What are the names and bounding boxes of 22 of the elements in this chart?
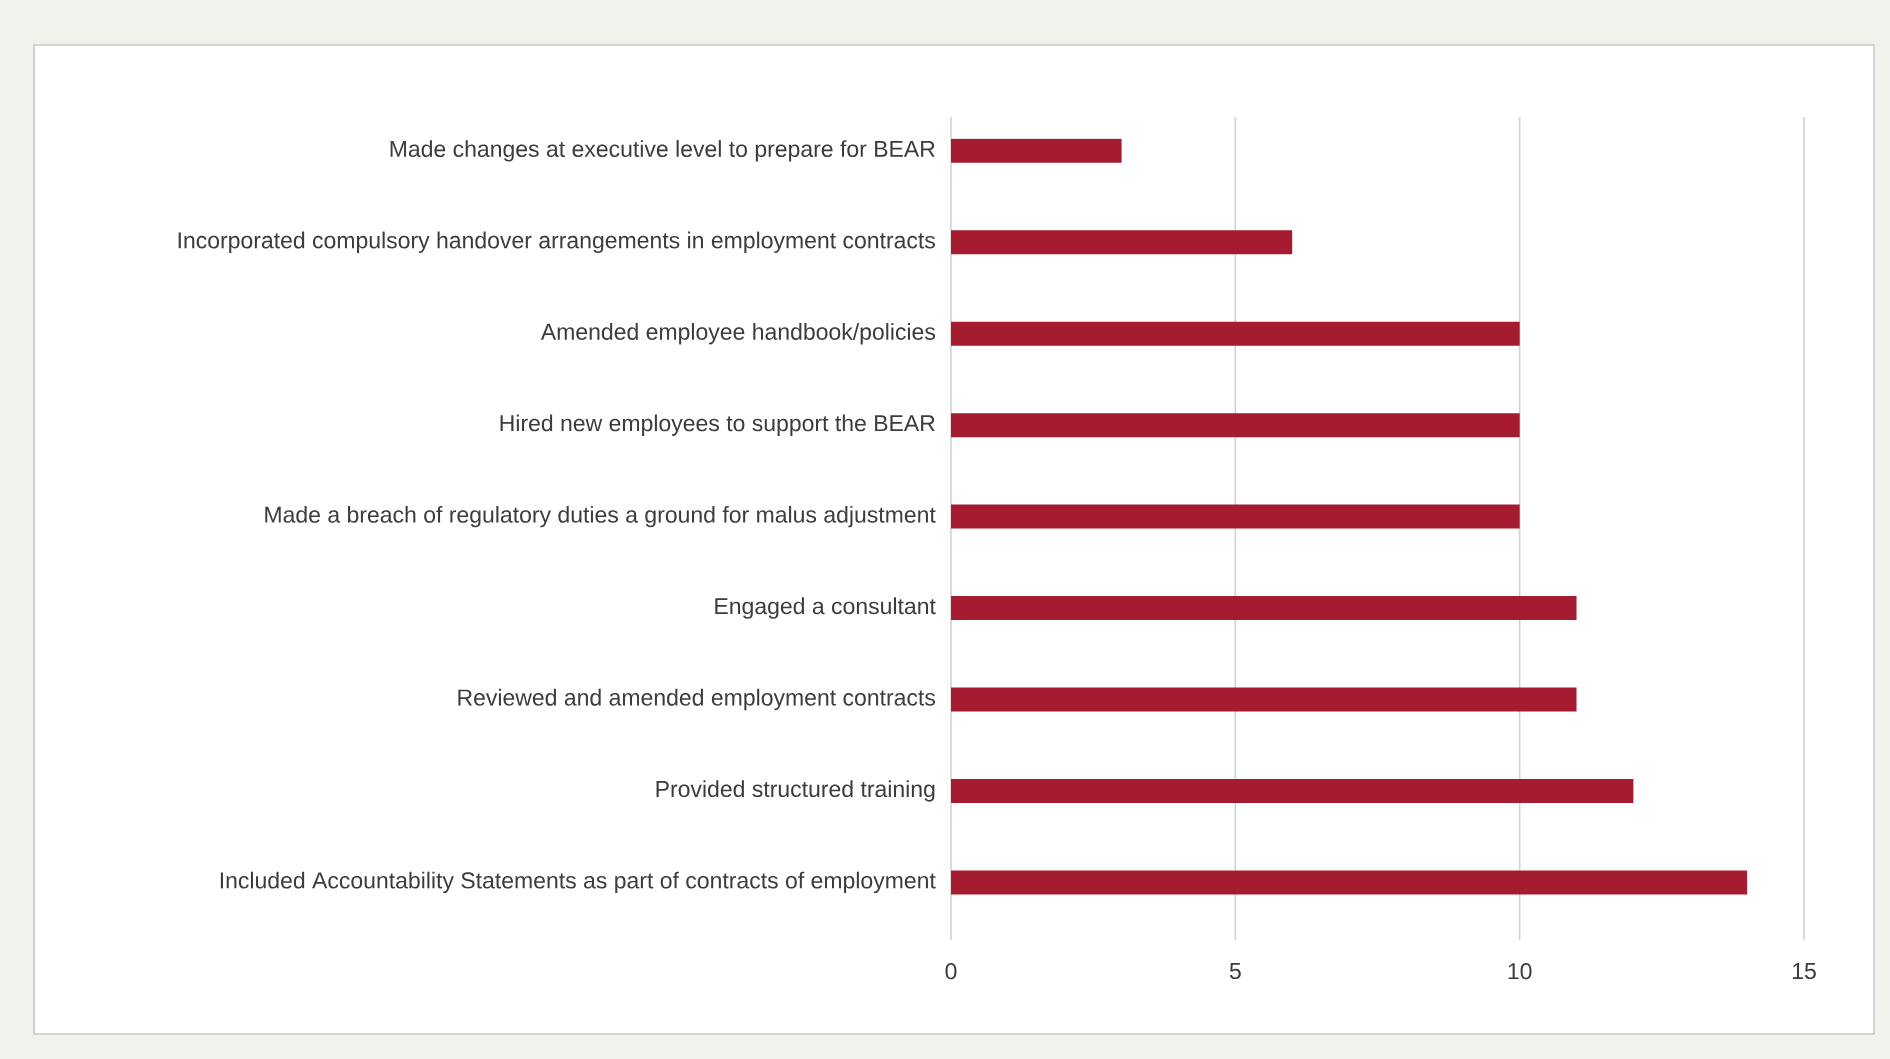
x-tick-label: 0 (945, 963, 957, 980)
y-tick-label: Provided structured training (656, 780, 935, 802)
y-tick-label: Reviewed and amended employment contracts (458, 688, 936, 711)
x-tick-label: 15 (1792, 963, 1816, 980)
x-tick-label: 5 (1229, 963, 1241, 980)
bar (951, 778, 1634, 803)
bar (951, 413, 1520, 438)
x-tick-label: 10 (1508, 963, 1532, 980)
y-tick-label: Incorporated compulsory handover arrangements in employment contracts (178, 231, 935, 253)
y-tick-label: Made a breach of regulatory duties a ground for malus adjustment (265, 505, 936, 528)
y-tick-label: Hired new employees to support the BEAR (500, 414, 935, 436)
y-tick-label: Included Accountability Statements as part of contracts of employment (220, 871, 936, 894)
bar (951, 870, 1748, 895)
bar (951, 230, 1293, 255)
bar (951, 321, 1520, 346)
y-tick-label: Made changes at executive level to prepare for BEAR (390, 140, 935, 162)
bar (951, 596, 1577, 621)
y-tick-label: Amended employee handbook/policies (540, 323, 935, 345)
bar (951, 687, 1577, 712)
bar (951, 504, 1520, 529)
bar (951, 138, 1122, 163)
y-tick-label: Engaged a consultant (715, 597, 936, 619)
